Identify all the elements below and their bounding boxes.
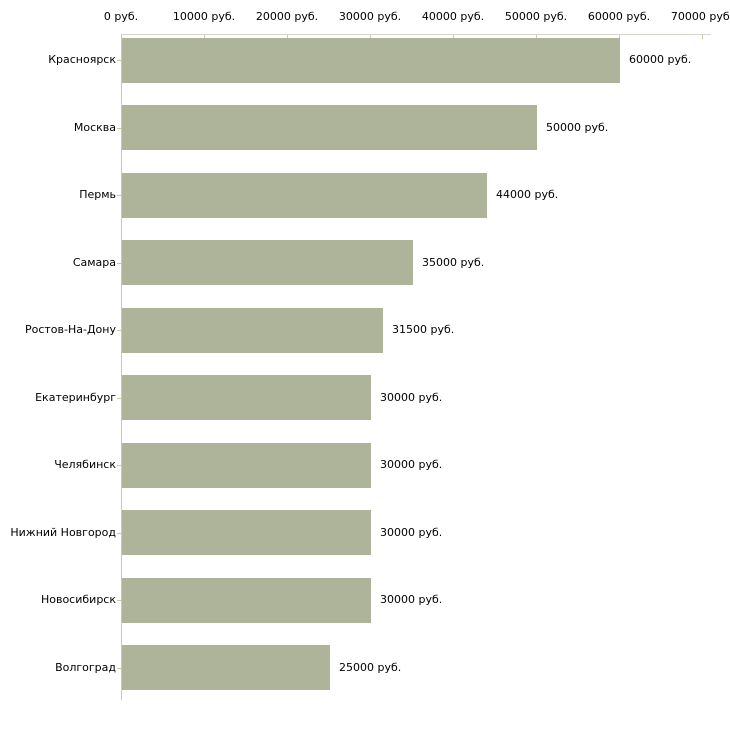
bar bbox=[122, 172, 487, 218]
bar-value-label: 31500 руб. bbox=[392, 323, 455, 336]
x-axis-tick-label: 20000 руб. bbox=[255, 10, 319, 23]
y-axis-tick-mark bbox=[117, 330, 121, 331]
bar bbox=[122, 510, 371, 555]
category-label: Волгоград bbox=[55, 660, 116, 674]
x-axis-tick-mark bbox=[287, 35, 288, 39]
x-axis-tick-mark bbox=[619, 35, 620, 39]
category-label: Челябинск bbox=[54, 458, 116, 471]
y-axis-tick-mark bbox=[117, 465, 121, 466]
x-axis-tick-mark bbox=[536, 35, 537, 39]
bar bbox=[122, 577, 371, 623]
x-axis-tick-label: 30000 руб. bbox=[338, 10, 402, 23]
y-axis-tick-mark bbox=[117, 600, 121, 601]
bar-value-label: 25000 руб. bbox=[339, 660, 402, 674]
y-axis-tick-mark bbox=[117, 262, 121, 264]
y-axis-tick-mark bbox=[117, 397, 121, 399]
bar bbox=[122, 37, 620, 83]
y-axis-line bbox=[121, 34, 122, 700]
category-label: Пермь bbox=[79, 188, 116, 201]
bar-value-label: 30000 руб. bbox=[380, 458, 443, 471]
category-label: Екатеринбург bbox=[35, 390, 116, 404]
x-axis-tick-mark bbox=[121, 35, 122, 39]
category-label: Ростов-На-Дону bbox=[24, 323, 116, 336]
bar bbox=[122, 375, 371, 420]
y-axis-tick-mark bbox=[117, 532, 121, 534]
x-axis-tick-mark bbox=[204, 35, 205, 39]
y-axis-tick-mark bbox=[117, 195, 121, 196]
y-axis-tick-mark bbox=[117, 127, 121, 129]
y-axis-tick-mark bbox=[117, 60, 121, 61]
x-axis-tick-label: 10000 руб. bbox=[172, 10, 236, 23]
x-axis-tick-label: 0 руб. bbox=[103, 10, 139, 23]
bar-value-label: 30000 руб. bbox=[380, 390, 443, 404]
bar-value-label: 30000 руб. bbox=[380, 593, 443, 606]
category-label: Самара bbox=[72, 255, 116, 269]
x-axis-tick-label: 50000 руб. bbox=[504, 10, 568, 23]
category-label: Новосибирск bbox=[40, 593, 116, 606]
category-label: Нижний Новгород bbox=[10, 525, 116, 539]
bar-value-label: 35000 руб. bbox=[422, 255, 485, 269]
x-axis-line bbox=[121, 34, 711, 35]
bar bbox=[122, 442, 371, 488]
category-label: Красноярск bbox=[48, 53, 116, 66]
x-axis-tick-label: 70000 руб. bbox=[670, 10, 730, 23]
x-axis-tick-mark bbox=[702, 35, 703, 39]
bar bbox=[122, 105, 537, 150]
bar bbox=[122, 645, 330, 690]
bar-value-label: 44000 руб. bbox=[496, 188, 559, 201]
bar bbox=[122, 307, 383, 353]
y-axis-tick-mark bbox=[117, 667, 121, 669]
x-axis-tick-mark bbox=[370, 35, 371, 39]
bar-value-label: 60000 руб. bbox=[629, 53, 692, 66]
x-axis-tick-label: 60000 руб. bbox=[587, 10, 651, 23]
x-axis-tick-label: 40000 руб. bbox=[421, 10, 485, 23]
bar-value-label: 30000 руб. bbox=[380, 525, 443, 539]
x-axis-tick-mark bbox=[453, 35, 454, 39]
category-label: Москва bbox=[73, 120, 116, 134]
bar-value-label: 50000 руб. bbox=[546, 120, 609, 134]
bar bbox=[122, 240, 413, 285]
